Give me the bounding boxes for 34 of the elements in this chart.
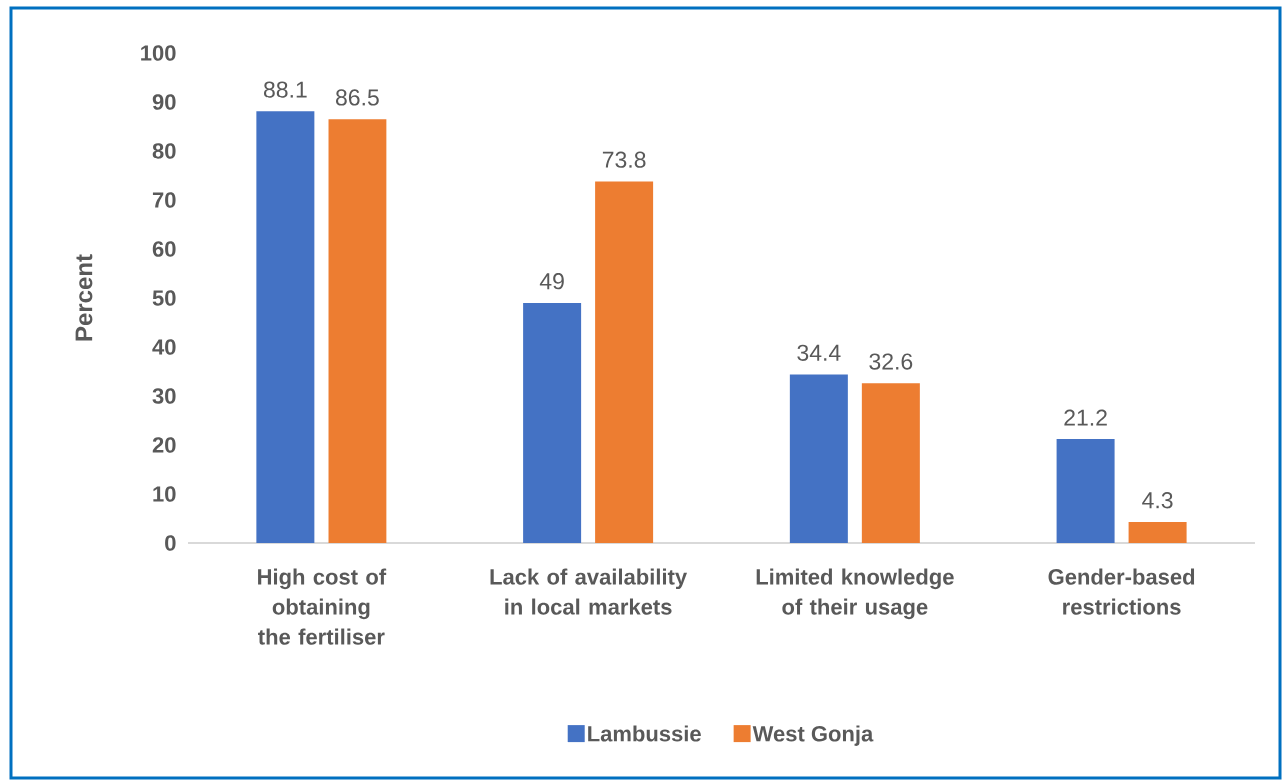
y-tick-label: 90	[152, 94, 176, 110]
y-tick-label: 20	[152, 437, 176, 453]
y-tick-label: 80	[152, 143, 176, 159]
y-tick-label: 10	[153, 486, 176, 502]
legend-label: West Gonja	[752, 725, 874, 746]
data-label: 49	[539, 273, 564, 290]
data-label: 21.2	[1064, 409, 1107, 426]
y-axis-title: Percent	[75, 254, 93, 341]
data-label: 4.3	[1142, 492, 1173, 509]
bar	[1056, 439, 1115, 543]
y-tick-label: 30	[152, 388, 176, 404]
data-label: 32.6	[869, 353, 913, 370]
y-tick-label: 50	[152, 290, 176, 306]
x-tick-label: Gender-based restrictions	[1048, 568, 1195, 615]
data-label: 86.5	[335, 89, 379, 106]
data-label: 34.4	[797, 344, 841, 361]
bar	[861, 383, 920, 543]
y-tick-label: 70	[152, 192, 176, 208]
x-tick-label: High cost of obtaining the fertiliser	[258, 568, 387, 645]
bar	[328, 119, 387, 543]
x-tick-label: Lack of availability in local markets	[490, 568, 688, 615]
y-tick-label: 40	[152, 339, 176, 355]
bar	[789, 374, 848, 543]
y-tick-label: 100	[141, 45, 176, 61]
bar	[595, 181, 654, 543]
y-tick-label: 60	[152, 241, 176, 257]
data-label: 73.8	[602, 151, 646, 168]
x-tick-label: Limited knowledge of their usage	[756, 568, 954, 620]
bar	[523, 302, 582, 543]
bar	[1128, 521, 1187, 543]
y-tick-label: 0	[165, 535, 176, 551]
bar	[256, 111, 315, 543]
data-label: 88.1	[263, 81, 307, 98]
legend-label: Lambussie	[588, 725, 701, 742]
